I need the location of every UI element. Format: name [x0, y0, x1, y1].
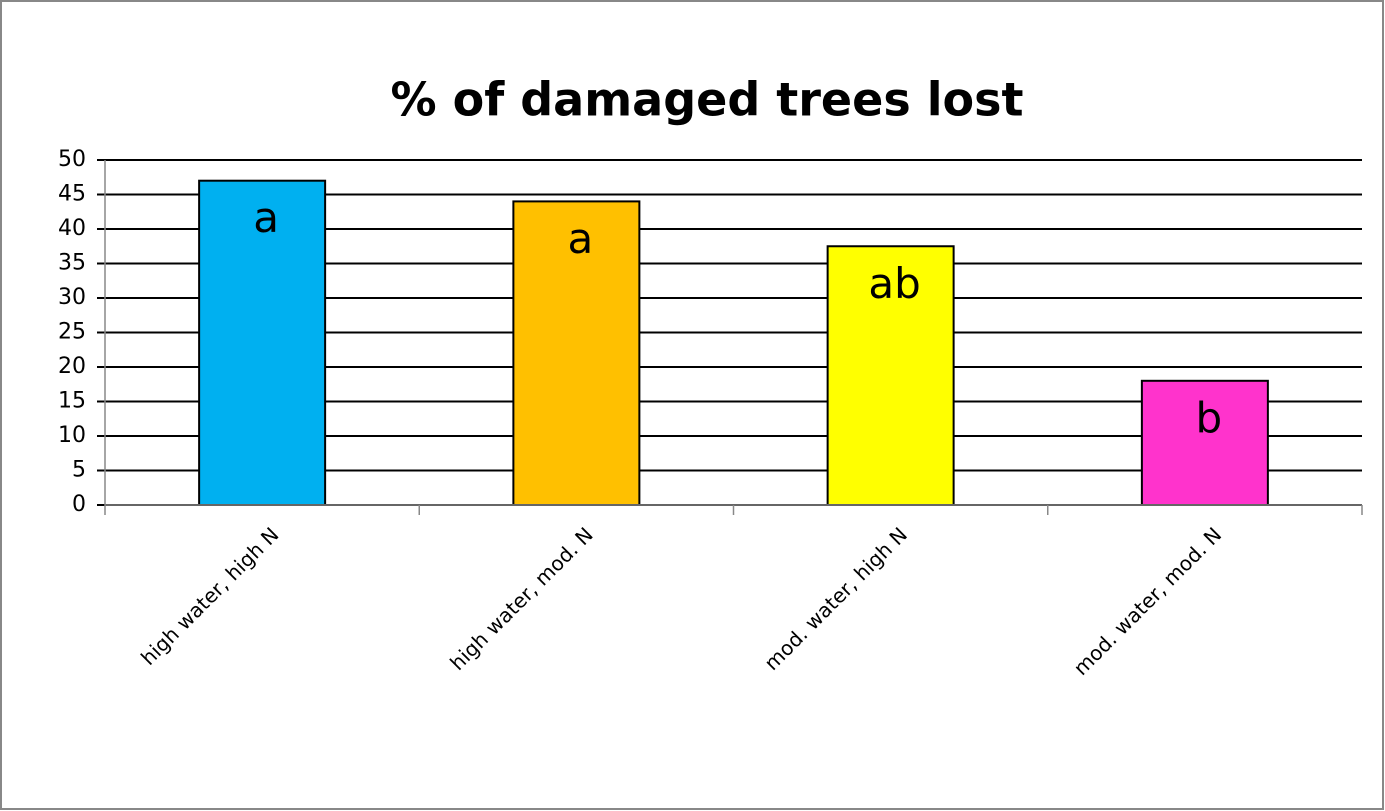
y-tick-label: 20 — [58, 354, 86, 379]
y-tick-label: 0 — [72, 492, 86, 517]
bar — [198, 179, 327, 506]
bar-label: ab — [868, 259, 920, 308]
y-tick-label: 50 — [58, 147, 86, 172]
y-tick-label: 15 — [58, 389, 86, 414]
y-tick-label: 10 — [58, 423, 86, 448]
y-tick-label: 5 — [72, 458, 86, 483]
y-tick-label: 40 — [58, 216, 86, 241]
y-tick-label: 45 — [58, 182, 86, 207]
bar-label: a — [568, 214, 594, 263]
bar — [512, 200, 641, 506]
y-tick-label: 25 — [58, 320, 86, 345]
bar-label: a — [253, 193, 279, 242]
chart-title: % of damaged trees lost — [391, 73, 1024, 127]
bar — [826, 245, 955, 506]
y-tick-label: 35 — [58, 251, 86, 276]
bar-label: b — [1196, 393, 1223, 442]
y-tick-label: 30 — [58, 285, 86, 310]
